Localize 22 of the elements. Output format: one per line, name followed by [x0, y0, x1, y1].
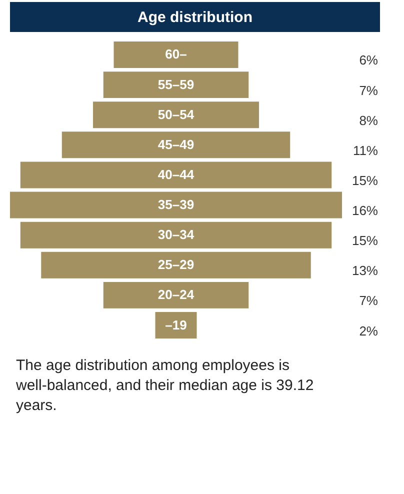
- category-label: 35–39: [158, 197, 194, 212]
- category-label: –19: [165, 317, 187, 332]
- category-label: 50–54: [158, 106, 195, 122]
- data-label: 15%: [352, 233, 378, 248]
- category-label: 20–24: [158, 287, 195, 302]
- category-label: 40–44: [158, 166, 195, 182]
- data-label: 13%: [352, 263, 378, 278]
- text: The age distribution among employees is well-balanced, and their median age is 39.12 years.: [15, 357, 314, 414]
- data-label: 6%: [359, 52, 378, 68]
- data-label: 16%: [352, 203, 378, 218]
- data-label: 7%: [359, 82, 378, 98]
- data-label: 15%: [352, 172, 378, 188]
- category-label: 25–29: [158, 257, 194, 272]
- category-label: 30–34: [158, 227, 195, 242]
- data-label: 7%: [359, 293, 378, 308]
- category-label: 45–49: [158, 136, 194, 152]
- data-label: 2%: [359, 323, 378, 338]
- text: Age distribution: [138, 9, 252, 26]
- category-label: 55–59: [158, 76, 194, 92]
- category-label: 60–: [165, 46, 187, 62]
- data-label: 8%: [359, 112, 378, 128]
- data-label: 11%: [352, 142, 378, 158]
